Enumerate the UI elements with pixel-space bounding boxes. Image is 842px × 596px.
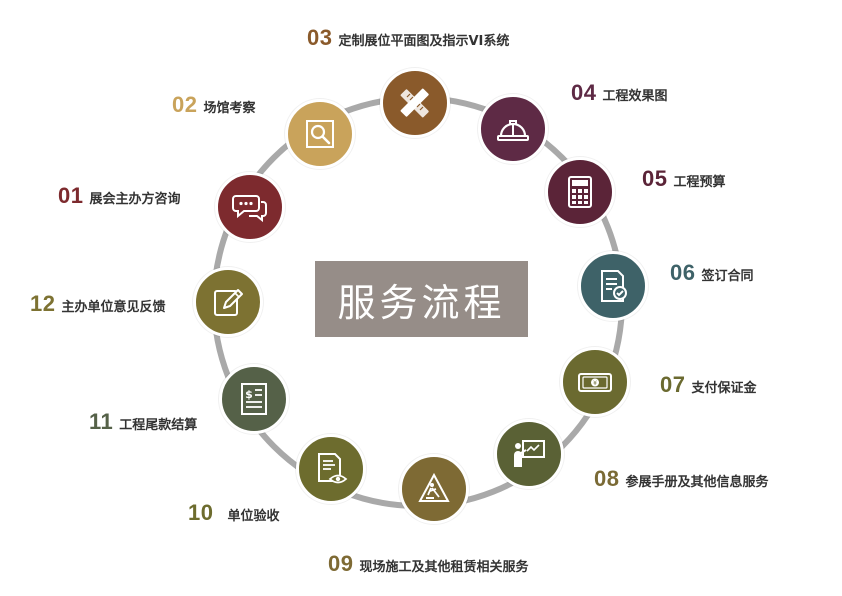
contract-check-icon [601,270,627,302]
step-number: 11 [89,409,114,434]
step-number: 03 [307,25,333,50]
step-label-11: 11 工程尾款结算 [89,409,197,435]
step-node-06 [578,251,648,321]
step-label-03: 03 定制展位平面图及指示VI系统 [307,25,509,51]
step-number: 04 [571,80,597,105]
step-label-04: 04 工程效果图 [571,80,668,106]
step-label-08: 08 参展手册及其他信息服务 [594,466,769,492]
step-text: 单位验收 [227,509,280,524]
step-text: 工程预算 [673,175,726,190]
invoice-icon: $ [241,383,267,415]
step-node-02 [285,99,355,169]
step-text: 场馆考察 [203,101,256,116]
step-node-09 [399,454,469,524]
step-text: 支付保证金 [691,381,757,396]
step-text: 主办单位意见反馈 [61,300,166,315]
step-text: 现场施工及其他租赁相关服务 [359,560,529,575]
step-text: 工程效果图 [602,89,668,104]
step-label-02: 02 场馆考察 [172,92,256,118]
step-number: 06 [670,260,696,285]
calculator-icon [568,176,592,208]
step-text: 展会主办方咨询 [89,192,181,207]
step-label-05: 05 工程预算 [642,166,726,192]
step-node-12 [193,267,263,337]
step-label-09: 09 现场施工及其他租赁相关服务 [328,551,529,577]
svg-text:$: $ [245,388,253,401]
step-number: 07 [660,372,686,397]
svg-text:¥: ¥ [593,380,597,387]
step-label-12: 12 主办单位意见反馈 [30,291,166,317]
magnifier-icon [306,120,334,148]
step-text: 签订合同 [701,269,754,284]
step-number: 12 [30,291,56,316]
step-text: 参展手册及其他信息服务 [625,475,769,490]
step-node-07: ¥ [560,347,630,417]
step-number: 09 [328,551,354,576]
pencil-ruler-icon [400,88,429,118]
presenter-board-icon [514,440,545,467]
step-number: 10 [188,500,214,525]
step-node-03 [380,68,450,138]
step-label-01: 01 展会主办方咨询 [58,183,181,209]
step-label-06: 06 签订合同 [670,260,754,286]
center-title: 服务流程 [315,261,528,337]
step-number: 08 [594,466,620,491]
step-node-05 [545,157,615,227]
step-number: 02 [172,92,198,117]
step-node-08 [494,419,564,489]
step-label-07: 07 支付保证金 [660,372,757,398]
step-node-04 [478,94,548,164]
step-number: 01 [58,183,84,208]
step-number: 05 [642,166,668,191]
edit-note-icon [214,289,243,316]
step-text: 工程尾款结算 [119,418,198,433]
chat-bubbles-icon [232,195,267,223]
step-node-11: $ [219,364,289,434]
step-label-10: 10 单位验收 [188,500,280,526]
banknote-icon: ¥ [578,373,612,392]
step-text: 定制展位平面图及指示VI系统 [338,34,510,49]
document-eye-icon [318,453,348,484]
step-node-01 [215,172,285,242]
step-node-10 [296,434,366,504]
hard-hat-icon [497,120,529,141]
construction-worker-icon [418,472,450,502]
